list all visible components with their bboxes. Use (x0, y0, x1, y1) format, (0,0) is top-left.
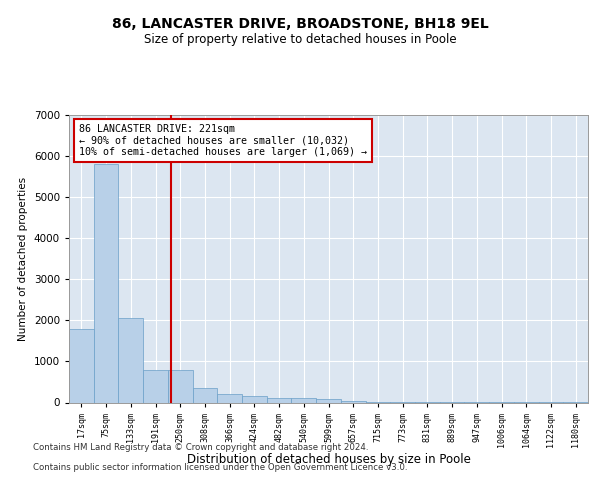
Bar (193, 388, 217, 402)
Bar (69, 328, 94, 402)
Bar (267, 398, 292, 402)
Text: 86 LANCASTER DRIVE: 221sqm
← 90% of detached houses are smaller (10,032)
10% of : 86 LANCASTER DRIVE: 221sqm ← 90% of deta… (79, 124, 367, 157)
Text: Contains HM Land Registry data © Crown copyright and database right 2024.: Contains HM Land Registry data © Crown c… (33, 442, 368, 452)
Bar (292, 398, 316, 402)
Bar (118, 318, 143, 402)
Bar (242, 396, 267, 402)
Text: 86, LANCASTER DRIVE, BROADSTONE, BH18 9EL: 86, LANCASTER DRIVE, BROADSTONE, BH18 9E… (112, 18, 488, 32)
Y-axis label: Number of detached properties: Number of detached properties (18, 176, 28, 341)
Text: Size of property relative to detached houses in Poole: Size of property relative to detached ho… (143, 32, 457, 46)
Text: Contains public sector information licensed under the Open Government Licence v3: Contains public sector information licen… (33, 462, 407, 471)
Bar (217, 394, 242, 402)
Bar (168, 370, 193, 402)
Bar (316, 399, 341, 402)
X-axis label: Distribution of detached houses by size in Poole: Distribution of detached houses by size … (187, 454, 470, 466)
Bar (94, 164, 118, 402)
Bar (143, 370, 168, 402)
